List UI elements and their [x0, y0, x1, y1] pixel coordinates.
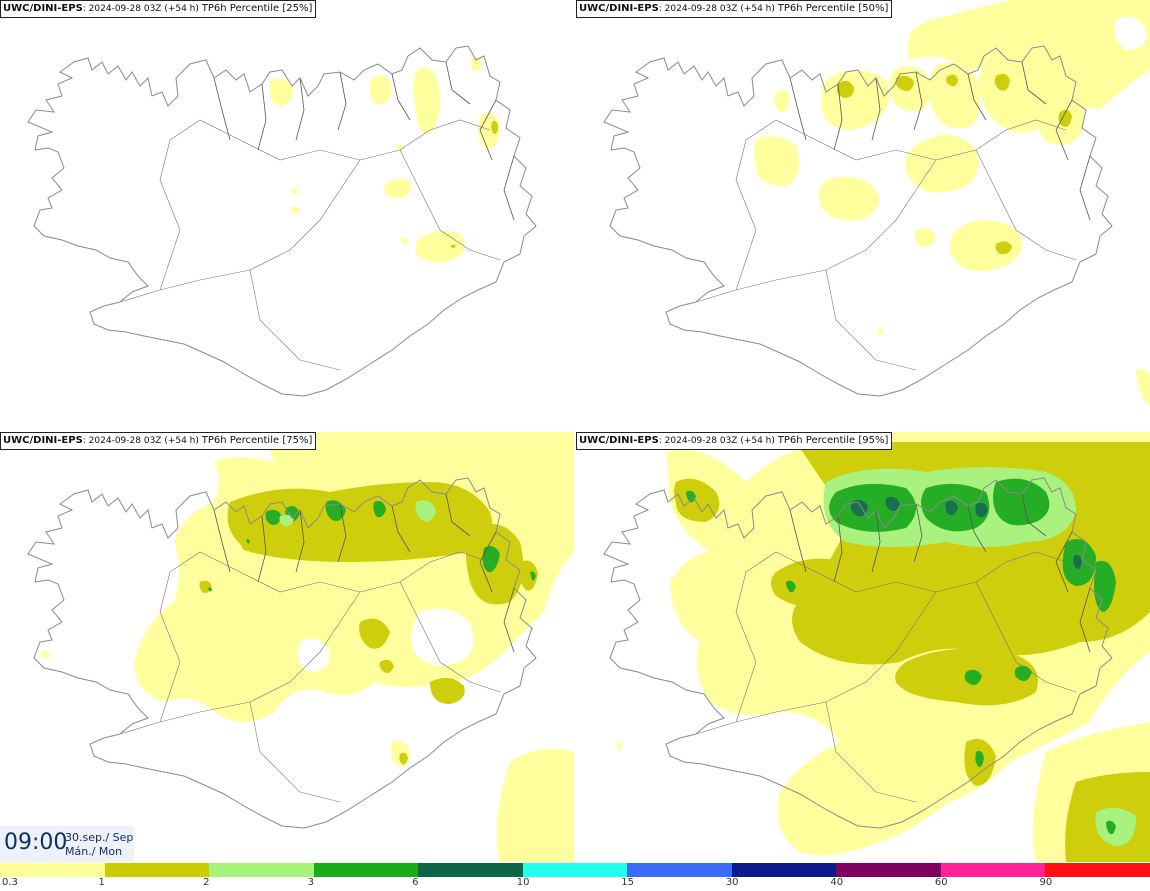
colorbar-segment — [836, 863, 941, 877]
colorbar-tick-label: 0.3 — [2, 877, 18, 888]
precip-map — [603, 432, 1150, 862]
field-label: TP6h Percentile [50%] — [777, 3, 889, 14]
colorbar-segment — [731, 863, 837, 877]
map-panel-p50: UWC/DINI-EPS: 2024-09-28 03Z (+54 h) TP6… — [576, 0, 1150, 430]
colorbar-segment — [522, 863, 628, 877]
map-panel-p95: UWC/DINI-EPS: 2024-09-28 03Z (+54 h) TP6… — [576, 432, 1150, 862]
colorbar-tick-label: 90 — [1039, 877, 1053, 888]
valid-date: 30.sep./ Sep — [65, 831, 134, 844]
model-label: UWC/DINI-EPS — [3, 435, 83, 446]
colorbar-segment — [1045, 863, 1150, 877]
field-label: TP6h Percentile [95%] — [777, 435, 889, 446]
panel-title: UWC/DINI-EPS: 2024-09-28 03Z (+54 h) TP6… — [576, 0, 893, 18]
colorbar-segment — [418, 863, 523, 877]
precip-colorbar — [0, 863, 1150, 877]
field-label: TP6h Percentile [75%] — [201, 435, 313, 446]
colorbar-tick-label: 30 — [725, 877, 739, 888]
colorbar-segment — [0, 863, 105, 877]
field-label: TP6h Percentile [25%] — [201, 3, 313, 14]
run-label: 2024-09-28 03Z (+54 h) — [664, 436, 775, 446]
colorbar-tick-label: 10 — [516, 877, 530, 888]
colorbar-segment — [940, 863, 1046, 877]
precip-map — [603, 0, 1150, 406]
colorbar-ticks: 0.3 1 2 3 6 10 15 30 40 60 90 — [0, 877, 1150, 891]
colorbar-tick-label: 1 — [98, 877, 105, 888]
run-label: 2024-09-28 03Z (+54 h) — [664, 4, 775, 14]
valid-weekday: Mán./ Mon — [65, 845, 123, 858]
colorbar-segment — [104, 863, 210, 877]
colorbar-tick-label: 60 — [934, 877, 948, 888]
run-label: 2024-09-28 03Z (+54 h) — [88, 436, 199, 446]
model-label: UWC/DINI-EPS — [3, 3, 83, 14]
run-label: 2024-09-28 03Z (+54 h) — [88, 4, 199, 14]
precip-map — [27, 432, 574, 862]
panel-title: UWC/DINI-EPS: 2024-09-28 03Z (+54 h) TP6… — [576, 432, 893, 450]
colorbar-tick-label: 3 — [307, 877, 314, 888]
model-label: UWC/DINI-EPS — [579, 3, 659, 14]
panel-title: UWC/DINI-EPS: 2024-09-28 03Z (+54 h) TP6… — [0, 432, 317, 450]
panel-title: UWC/DINI-EPS: 2024-09-28 03Z (+54 h) TP6… — [0, 0, 317, 18]
map-panel-p75: UWC/DINI-EPS: 2024-09-28 03Z (+54 h) TP6… — [0, 432, 574, 862]
colorbar-tick-label: 6 — [412, 877, 419, 888]
map-panel-p25: UWC/DINI-EPS: 2024-09-28 03Z (+54 h) TP6… — [0, 0, 574, 430]
colorbar-segment — [313, 863, 419, 877]
precip-map — [27, 45, 537, 397]
valid-time-box: 09:00 30.sep./ Sep Mán./ Mon — [0, 826, 134, 862]
colorbar-segment — [627, 863, 732, 877]
colorbar-segment — [209, 863, 314, 877]
model-label: UWC/DINI-EPS — [579, 435, 659, 446]
valid-time: 09:00 — [4, 830, 68, 855]
colorbar-tick-label: 40 — [830, 877, 844, 888]
colorbar-tick-label: 2 — [203, 877, 210, 888]
colorbar-tick-label: 15 — [621, 877, 634, 888]
